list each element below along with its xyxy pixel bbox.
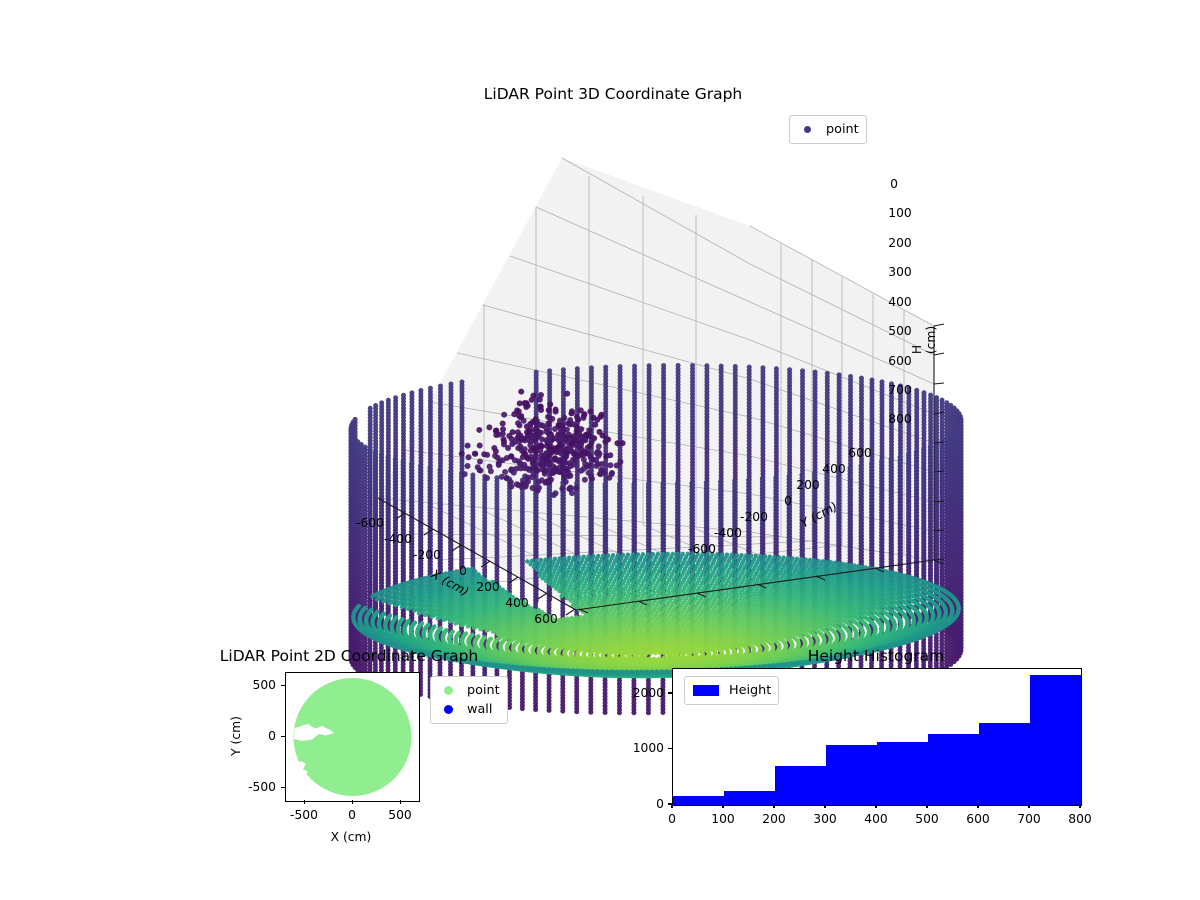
histogram-xtick-mark <box>977 804 979 808</box>
plot3d-ytick-1: 400 <box>822 462 846 476</box>
legend-entry-point[interactable]: point <box>797 120 859 139</box>
plot2d-ytick-mark-0 <box>281 735 285 737</box>
plot3d-xtick-5: 400 <box>505 596 529 610</box>
plot2d-yaxis-label: Y (cm) <box>229 716 243 756</box>
histogram-bar <box>877 742 928 805</box>
plot3d-ztick-4: 400 <box>888 295 912 309</box>
histogram-bar <box>673 796 724 805</box>
plot3d-ztick-1: 100 <box>888 206 912 220</box>
plot2d-xtick-1: 0 <box>348 808 356 822</box>
histogram-xtick-label: 600 <box>966 812 990 826</box>
histogram-xtick-mark <box>1079 804 1081 808</box>
histogram-ytick-mark <box>668 803 672 805</box>
histogram-xtick-mark <box>875 804 877 808</box>
plot3d-canvas <box>348 157 964 716</box>
plot2d-xaxis-label: X (cm) <box>330 830 372 844</box>
plot2d-ytick-mark-500 <box>281 684 285 686</box>
height-patch-icon <box>692 685 720 696</box>
plot3d-xtick-2: -200 <box>413 548 441 562</box>
legend-entry-point[interactable]: point <box>438 681 500 700</box>
plot3d-zaxis-label: H (cm) <box>910 325 938 355</box>
histogram-bar <box>775 766 826 805</box>
plot2d-legend[interactable]: point wall <box>430 676 508 724</box>
plot3d-ytick-5: -400 <box>714 526 742 540</box>
legend-label: point <box>826 122 859 137</box>
plot2d-ytick-2: -500 <box>248 780 276 794</box>
plot3d-xtick-3: 0 <box>459 564 467 578</box>
plot2d-xtick-mark-500 <box>399 800 401 804</box>
histogram-xtick-label: 100 <box>711 812 735 826</box>
histogram-ytick-label: 0 <box>656 797 664 811</box>
plot3d-xtick-4: 200 <box>476 580 500 594</box>
histogram-xtick-label: 800 <box>1068 812 1092 826</box>
plot2d-canvas <box>293 678 412 796</box>
legend-label: point <box>467 683 500 698</box>
plot3d-ztick-7: 700 <box>888 383 912 397</box>
plot3d-axes[interactable]: 0 100 200 300 400 500 600 700 800 H (cm)… <box>330 140 964 716</box>
plot2d-xtick-mark-neg500 <box>303 800 305 804</box>
plot2d-axes[interactable] <box>285 672 420 802</box>
histogram-title: Height Histogram <box>807 647 945 665</box>
histogram-bar <box>928 733 979 805</box>
plot3d-legend[interactable]: point <box>789 115 867 144</box>
plot2d-xtick-mark-0 <box>351 800 353 804</box>
plot3d-xtick-1: -400 <box>384 532 412 546</box>
plot2d-ytick-mark-neg500 <box>281 786 285 788</box>
plot2d-ytick-1: 0 <box>268 729 276 743</box>
histogram-xtick-mark <box>722 804 724 808</box>
plot3d-title: LiDAR Point 3D Coordinate Graph <box>483 85 743 103</box>
histogram-ytick-label: 1000 <box>632 741 664 756</box>
histogram-ytick-label: 2000 <box>632 685 664 700</box>
histogram-bar <box>826 745 877 805</box>
histogram-xtick-mark <box>773 804 775 808</box>
point-marker-icon <box>438 686 458 695</box>
histogram-xtick-label: 300 <box>813 812 837 826</box>
plot3d-ytick-6: -600 <box>688 542 716 556</box>
plot3d-ztick-5: 500 <box>888 324 912 338</box>
histogram-xtick-label: 200 <box>762 812 786 826</box>
plot3d-xtick-0: -600 <box>356 516 384 530</box>
plot3d-ytick-0: 600 <box>848 446 872 460</box>
plot3d-ztick-2: 200 <box>888 236 912 250</box>
histogram-bar <box>979 722 1030 805</box>
histogram-bar <box>724 791 775 805</box>
plot3d-ztick-8: 800 <box>888 412 912 426</box>
plot3d-xtick-6: 600 <box>534 612 558 626</box>
wall-marker-icon <box>438 705 458 714</box>
legend-label: Height <box>729 683 772 698</box>
histogram-xtick-label: 400 <box>864 812 888 826</box>
plot3d-ztick-0: 0 <box>890 177 898 191</box>
histogram-legend[interactable]: Height <box>684 676 780 705</box>
plot2d-ytick-0: 500 <box>252 678 276 692</box>
plot3d-ytick-4: -200 <box>740 510 768 524</box>
histogram-xtick-mark <box>671 804 673 808</box>
histogram-xtick-label: 0 <box>668 812 676 826</box>
plot2d-xtick-2: 500 <box>388 808 412 822</box>
histogram-xtick-label: 700 <box>1017 812 1041 826</box>
histogram-bar <box>1030 674 1081 805</box>
histogram-xtick-mark <box>926 804 928 808</box>
plot3d-ztick-6: 600 <box>888 354 912 368</box>
legend-entry-height[interactable]: Height <box>692 681 771 700</box>
histogram-ytick-mark <box>668 692 672 694</box>
histogram-xtick-label: 500 <box>915 812 939 826</box>
plot3d-ytick-2: 200 <box>796 478 820 492</box>
histogram-xtick-mark <box>824 804 826 808</box>
plot3d-ztick-3: 300 <box>888 265 912 279</box>
legend-entry-wall[interactable]: wall <box>438 700 500 719</box>
plot3d-ytick-3: 0 <box>784 494 792 508</box>
plot2d-xtick-0: -500 <box>290 808 318 822</box>
point-marker-icon <box>797 126 817 133</box>
plot2d-title: LiDAR Point 2D Coordinate Graph <box>219 647 479 665</box>
histogram-ytick-mark <box>668 747 672 750</box>
histogram-xtick-mark <box>1028 804 1030 808</box>
legend-label: wall <box>467 702 493 717</box>
